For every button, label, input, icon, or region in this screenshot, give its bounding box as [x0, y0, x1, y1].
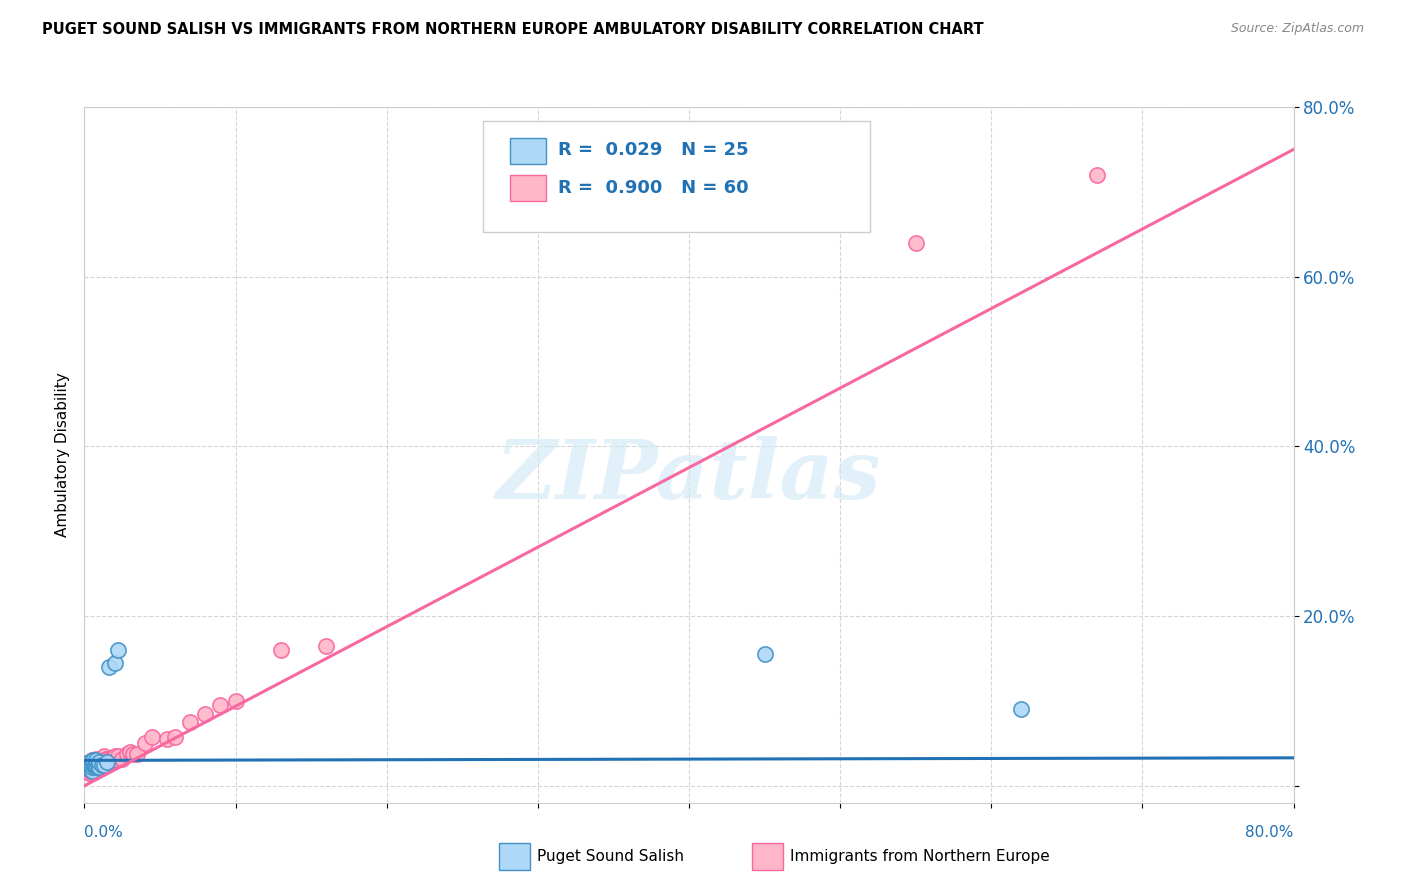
Point [79, 755, 101, 769]
Point [127, 747, 149, 761]
Point [209, 698, 232, 713]
Text: 80.0%: 80.0% [1246, 825, 1294, 840]
Point [86, 752, 108, 766]
Point [80, 764, 103, 778]
Point [86, 755, 108, 769]
Point [89, 760, 111, 774]
Point [904, 235, 927, 250]
Point [77, 762, 100, 776]
Point [86, 762, 108, 776]
Point [84, 757, 107, 772]
Point [89, 753, 111, 767]
Point [115, 747, 138, 761]
Point [163, 730, 186, 744]
Point [87, 755, 110, 769]
Point [315, 639, 337, 653]
Point [156, 732, 179, 747]
Point [94, 752, 117, 766]
Point [82, 760, 104, 774]
Point [97, 753, 120, 767]
Text: R =  0.900   N = 60: R = 0.900 N = 60 [558, 179, 749, 197]
Point [80, 757, 103, 772]
Point [1010, 702, 1032, 716]
Point [194, 706, 217, 721]
FancyBboxPatch shape [484, 121, 870, 232]
Text: PUGET SOUND SALISH VS IMMIGRANTS FROM NORTHERN EUROPE AMBULATORY DISABILITY CORR: PUGET SOUND SALISH VS IMMIGRANTS FROM NO… [42, 22, 984, 37]
Point [121, 747, 143, 761]
Point [97, 660, 120, 674]
Point [80, 760, 103, 774]
Point [104, 656, 127, 670]
Point [91, 757, 114, 772]
Point [270, 643, 292, 657]
Point [93, 749, 115, 764]
Text: ZIPatlas: ZIPatlas [496, 436, 882, 516]
Point [91, 757, 114, 772]
Point [84, 764, 107, 778]
Point [76, 760, 98, 774]
Point [96, 755, 118, 769]
Text: R =  0.029   N = 25: R = 0.029 N = 25 [558, 141, 749, 159]
Point [104, 749, 127, 764]
Point [77, 766, 100, 780]
FancyBboxPatch shape [510, 175, 547, 201]
Point [82, 757, 104, 772]
Point [82, 757, 104, 772]
Text: Immigrants from Northern Europe: Immigrants from Northern Europe [790, 849, 1050, 863]
Point [111, 752, 134, 766]
Point [77, 755, 100, 769]
Point [87, 757, 110, 772]
Point [76, 764, 98, 778]
Point [84, 757, 107, 772]
Point [80, 755, 103, 769]
Point [118, 745, 141, 759]
Point [107, 643, 129, 657]
Point [77, 760, 100, 774]
Point [76, 757, 98, 772]
Point [86, 757, 108, 772]
Text: 0.0%: 0.0% [84, 825, 124, 840]
Point [91, 753, 114, 767]
Point [86, 757, 108, 772]
Point [179, 715, 201, 730]
Point [134, 736, 156, 750]
Point [93, 755, 115, 769]
Point [84, 760, 107, 774]
Point [82, 753, 104, 767]
Point [90, 757, 112, 772]
Point [82, 764, 104, 778]
Point [80, 762, 103, 776]
Point [225, 694, 247, 708]
Text: Puget Sound Salish: Puget Sound Salish [537, 849, 685, 863]
Point [80, 766, 103, 780]
Point [79, 762, 101, 776]
Point [79, 760, 101, 774]
Point [82, 753, 104, 767]
Point [80, 753, 103, 767]
Point [141, 730, 163, 744]
Point [1085, 168, 1108, 182]
Point [89, 760, 111, 774]
Point [754, 648, 776, 662]
Point [86, 753, 108, 767]
Y-axis label: Ambulatory Disability: Ambulatory Disability [55, 373, 70, 537]
Point [89, 757, 111, 772]
Point [96, 752, 118, 766]
Point [87, 760, 110, 774]
Point [93, 757, 115, 772]
FancyBboxPatch shape [510, 137, 547, 164]
Point [79, 757, 101, 772]
Point [90, 753, 112, 767]
Point [84, 760, 107, 774]
Point [79, 764, 101, 778]
Point [98, 755, 121, 769]
Text: Source: ZipAtlas.com: Source: ZipAtlas.com [1230, 22, 1364, 36]
Point [84, 753, 107, 767]
Point [107, 749, 129, 764]
Point [100, 753, 122, 767]
Point [94, 755, 117, 769]
Point [89, 755, 111, 769]
Point [77, 757, 100, 772]
